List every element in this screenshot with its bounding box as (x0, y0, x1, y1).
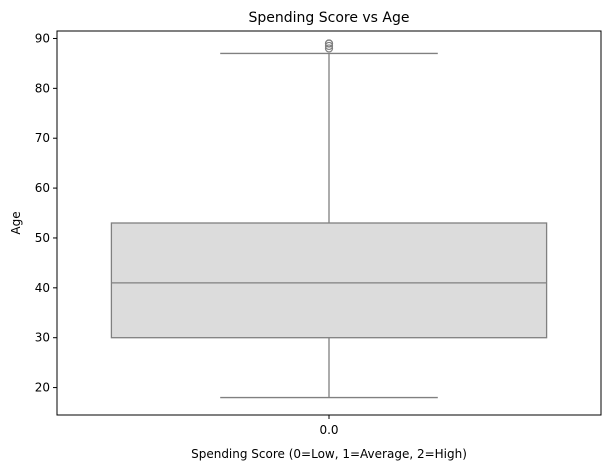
y-tick-label: 90 (35, 31, 50, 45)
y-tick-label: 30 (35, 331, 50, 345)
chart-title: Spending Score vs Age (248, 10, 409, 26)
y-axis-title: Age (9, 211, 23, 234)
box-series (110, 39, 548, 399)
outlier-point (324, 41, 334, 51)
x-tick-label: 0.0 (319, 423, 338, 437)
y-tick-label: 50 (35, 231, 50, 245)
x-axis-title: Spending Score (0=Low, 1=Average, 2=High… (191, 447, 467, 461)
y-tick-label: 20 (35, 381, 50, 395)
outlier-point (324, 39, 334, 48)
y-axis: 20 30 40 50 60 70 80 90 (35, 31, 57, 395)
y-tick-label: 60 (35, 181, 50, 195)
y-tick-label: 40 (35, 281, 50, 295)
outlier-point (324, 44, 334, 53)
y-tick-label: 80 (35, 81, 50, 95)
box-iqr (110, 222, 548, 339)
y-tick-label: 70 (35, 131, 50, 145)
x-axis: 0.0 (319, 415, 339, 437)
